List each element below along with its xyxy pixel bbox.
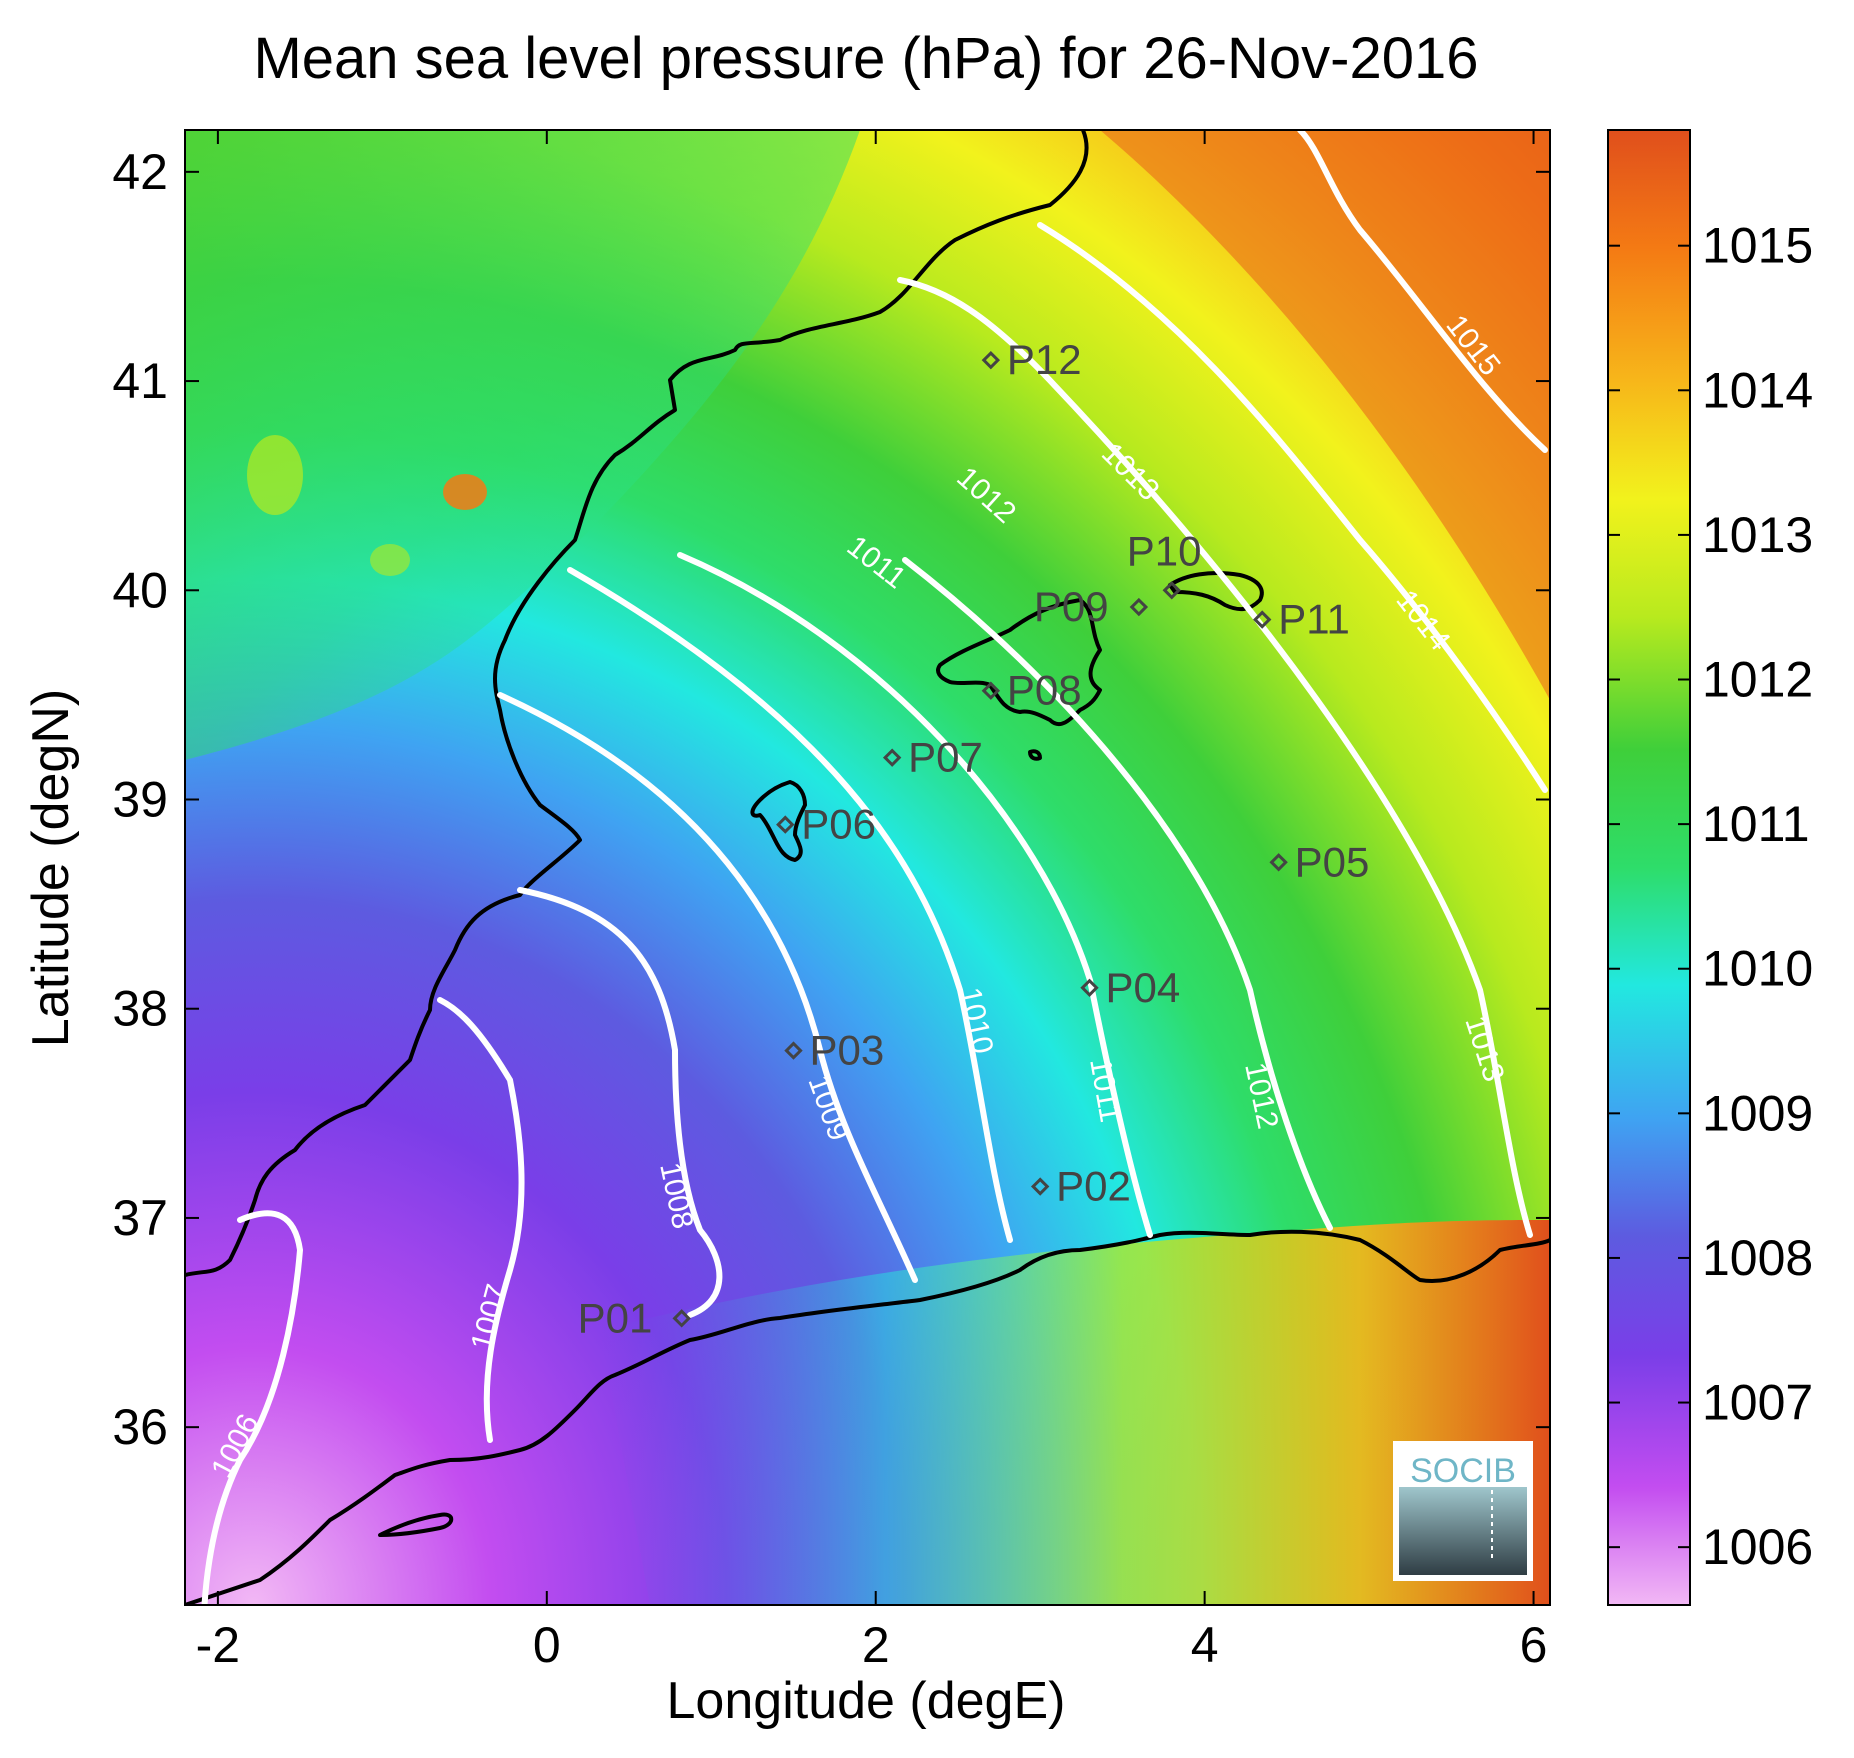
station-marker <box>776 815 795 834</box>
station-label: P10 <box>1127 527 1202 574</box>
station-marker <box>981 350 1001 370</box>
station-label: P02 <box>1056 1163 1131 1210</box>
station-label: P07 <box>908 734 983 781</box>
station-marker <box>1253 610 1272 629</box>
station-marker <box>1030 1177 1050 1196</box>
colorbar-tick-label: 1013 <box>1702 507 1813 563</box>
inland-spot <box>370 544 410 576</box>
y-tick-label: 36 <box>112 1399 168 1455</box>
x-axis-label: Longitude (degE) <box>667 1672 1066 1730</box>
station-marker <box>1269 853 1288 872</box>
station-label: P06 <box>801 801 876 848</box>
socib-logo: SOCIB <box>1393 1441 1533 1581</box>
isobar-1009 <box>497 692 918 1283</box>
isobars <box>201 130 1548 1605</box>
colorbar-gradient <box>1608 130 1690 1605</box>
iberia-field-overlay <box>185 130 860 760</box>
logo-gradient <box>1399 1487 1527 1575</box>
y-axis-label: Latitude (degN) <box>22 689 80 1047</box>
northeast-high-overlay <box>1100 130 1550 700</box>
colorbar-frame <box>1607 129 1691 1606</box>
x-tick-label: -2 <box>196 1617 240 1673</box>
colorbar-tick-label: 1007 <box>1702 1375 1813 1431</box>
station-label: P04 <box>1106 964 1181 1011</box>
x-tick-label: 4 <box>1191 1617 1219 1673</box>
colorbar-tick-label: 1014 <box>1702 362 1813 418</box>
isobar-1008 <box>517 887 723 1318</box>
isobar-1015 <box>1297 130 1548 453</box>
colorbar-tick-label: 1012 <box>1702 652 1813 708</box>
x-tick-label: 2 <box>862 1617 890 1673</box>
colorbar-tick-label: 1008 <box>1702 1230 1813 1286</box>
station-marker <box>1129 597 1149 617</box>
station-marker <box>672 1309 691 1328</box>
station-marker <box>882 748 902 767</box>
iberia-coastline <box>185 130 1089 1277</box>
colorbar-tick-label: 1015 <box>1702 218 1813 274</box>
x-axis: -2 0 2 4 6 <box>196 130 1548 1673</box>
station-label: P12 <box>1007 336 1082 383</box>
station-label: P01 <box>578 1294 653 1341</box>
x-tick-label: 6 <box>1520 1617 1548 1673</box>
chart-title: Mean sea level pressure (hPa) for 26-Nov… <box>253 26 1478 91</box>
mallorca-outline <box>936 598 1102 727</box>
isobar-1006 <box>201 1210 304 1605</box>
isobar-1013 <box>897 277 1533 1238</box>
station-marker <box>1080 978 1099 997</box>
station-marker <box>981 681 1001 700</box>
station-marker <box>784 1041 803 1060</box>
isobar-1010 <box>567 567 1013 1243</box>
isobar-1007 <box>437 997 525 1443</box>
colorbar: 1015 1014 1013 1012 1011 1010 1009 1008 1007 1006 <box>1607 129 1813 1606</box>
colorbar-tick-label: 1009 <box>1702 1085 1813 1141</box>
isobar-1011 <box>677 552 1153 1238</box>
africa-coastline <box>185 1229 1550 1605</box>
isobar-1014 <box>1037 222 1548 793</box>
coastline <box>185 130 1550 1605</box>
station-label: P09 <box>1034 583 1109 630</box>
cabrera-outline <box>1028 749 1042 761</box>
station-label: P03 <box>809 1027 884 1074</box>
y-tick-label: 42 <box>112 144 168 200</box>
y-tick-label: 38 <box>112 981 168 1037</box>
colorbar-ticks: 1015 1014 1013 1012 1011 1010 1009 1008 1007 1006 <box>1608 218 1813 1575</box>
station-label: P08 <box>1007 667 1082 714</box>
y-axis: 42 41 40 39 38 37 36 <box>112 144 1550 1455</box>
colorbar-tick-label: 1010 <box>1702 941 1813 997</box>
logo-text: SOCIB <box>1410 1452 1516 1490</box>
station-label: P11 <box>1278 596 1350 643</box>
inland-high-spot <box>443 474 487 510</box>
menorca-outline <box>1168 571 1264 612</box>
station-marker <box>1162 581 1181 600</box>
y-tick-label: 39 <box>112 772 168 828</box>
plot-frame <box>184 129 1551 1606</box>
inland-spot <box>247 435 303 515</box>
african-island-outline <box>378 1512 454 1537</box>
colorbar-tick-label: 1006 <box>1702 1519 1813 1575</box>
y-tick-label: 37 <box>112 1190 168 1246</box>
y-tick-label: 41 <box>112 353 168 409</box>
map-plot-area: 1006 1007 1008 1009 1010 1011 1012 1013 … <box>185 130 1550 1605</box>
station-label: P05 <box>1295 838 1370 885</box>
colorbar-tick-label: 1011 <box>1702 796 1810 852</box>
x-tick-label: 0 <box>533 1617 561 1673</box>
africa-field-overlay <box>600 1220 1550 1605</box>
ibiza-outline <box>750 780 807 862</box>
stations: P01 P02 P03 P04 P05 P06 P07 P08 P09 P10 P11 P12 <box>578 336 1370 1341</box>
isobar-1012 <box>902 557 1333 1231</box>
y-tick-label: 40 <box>112 562 168 618</box>
